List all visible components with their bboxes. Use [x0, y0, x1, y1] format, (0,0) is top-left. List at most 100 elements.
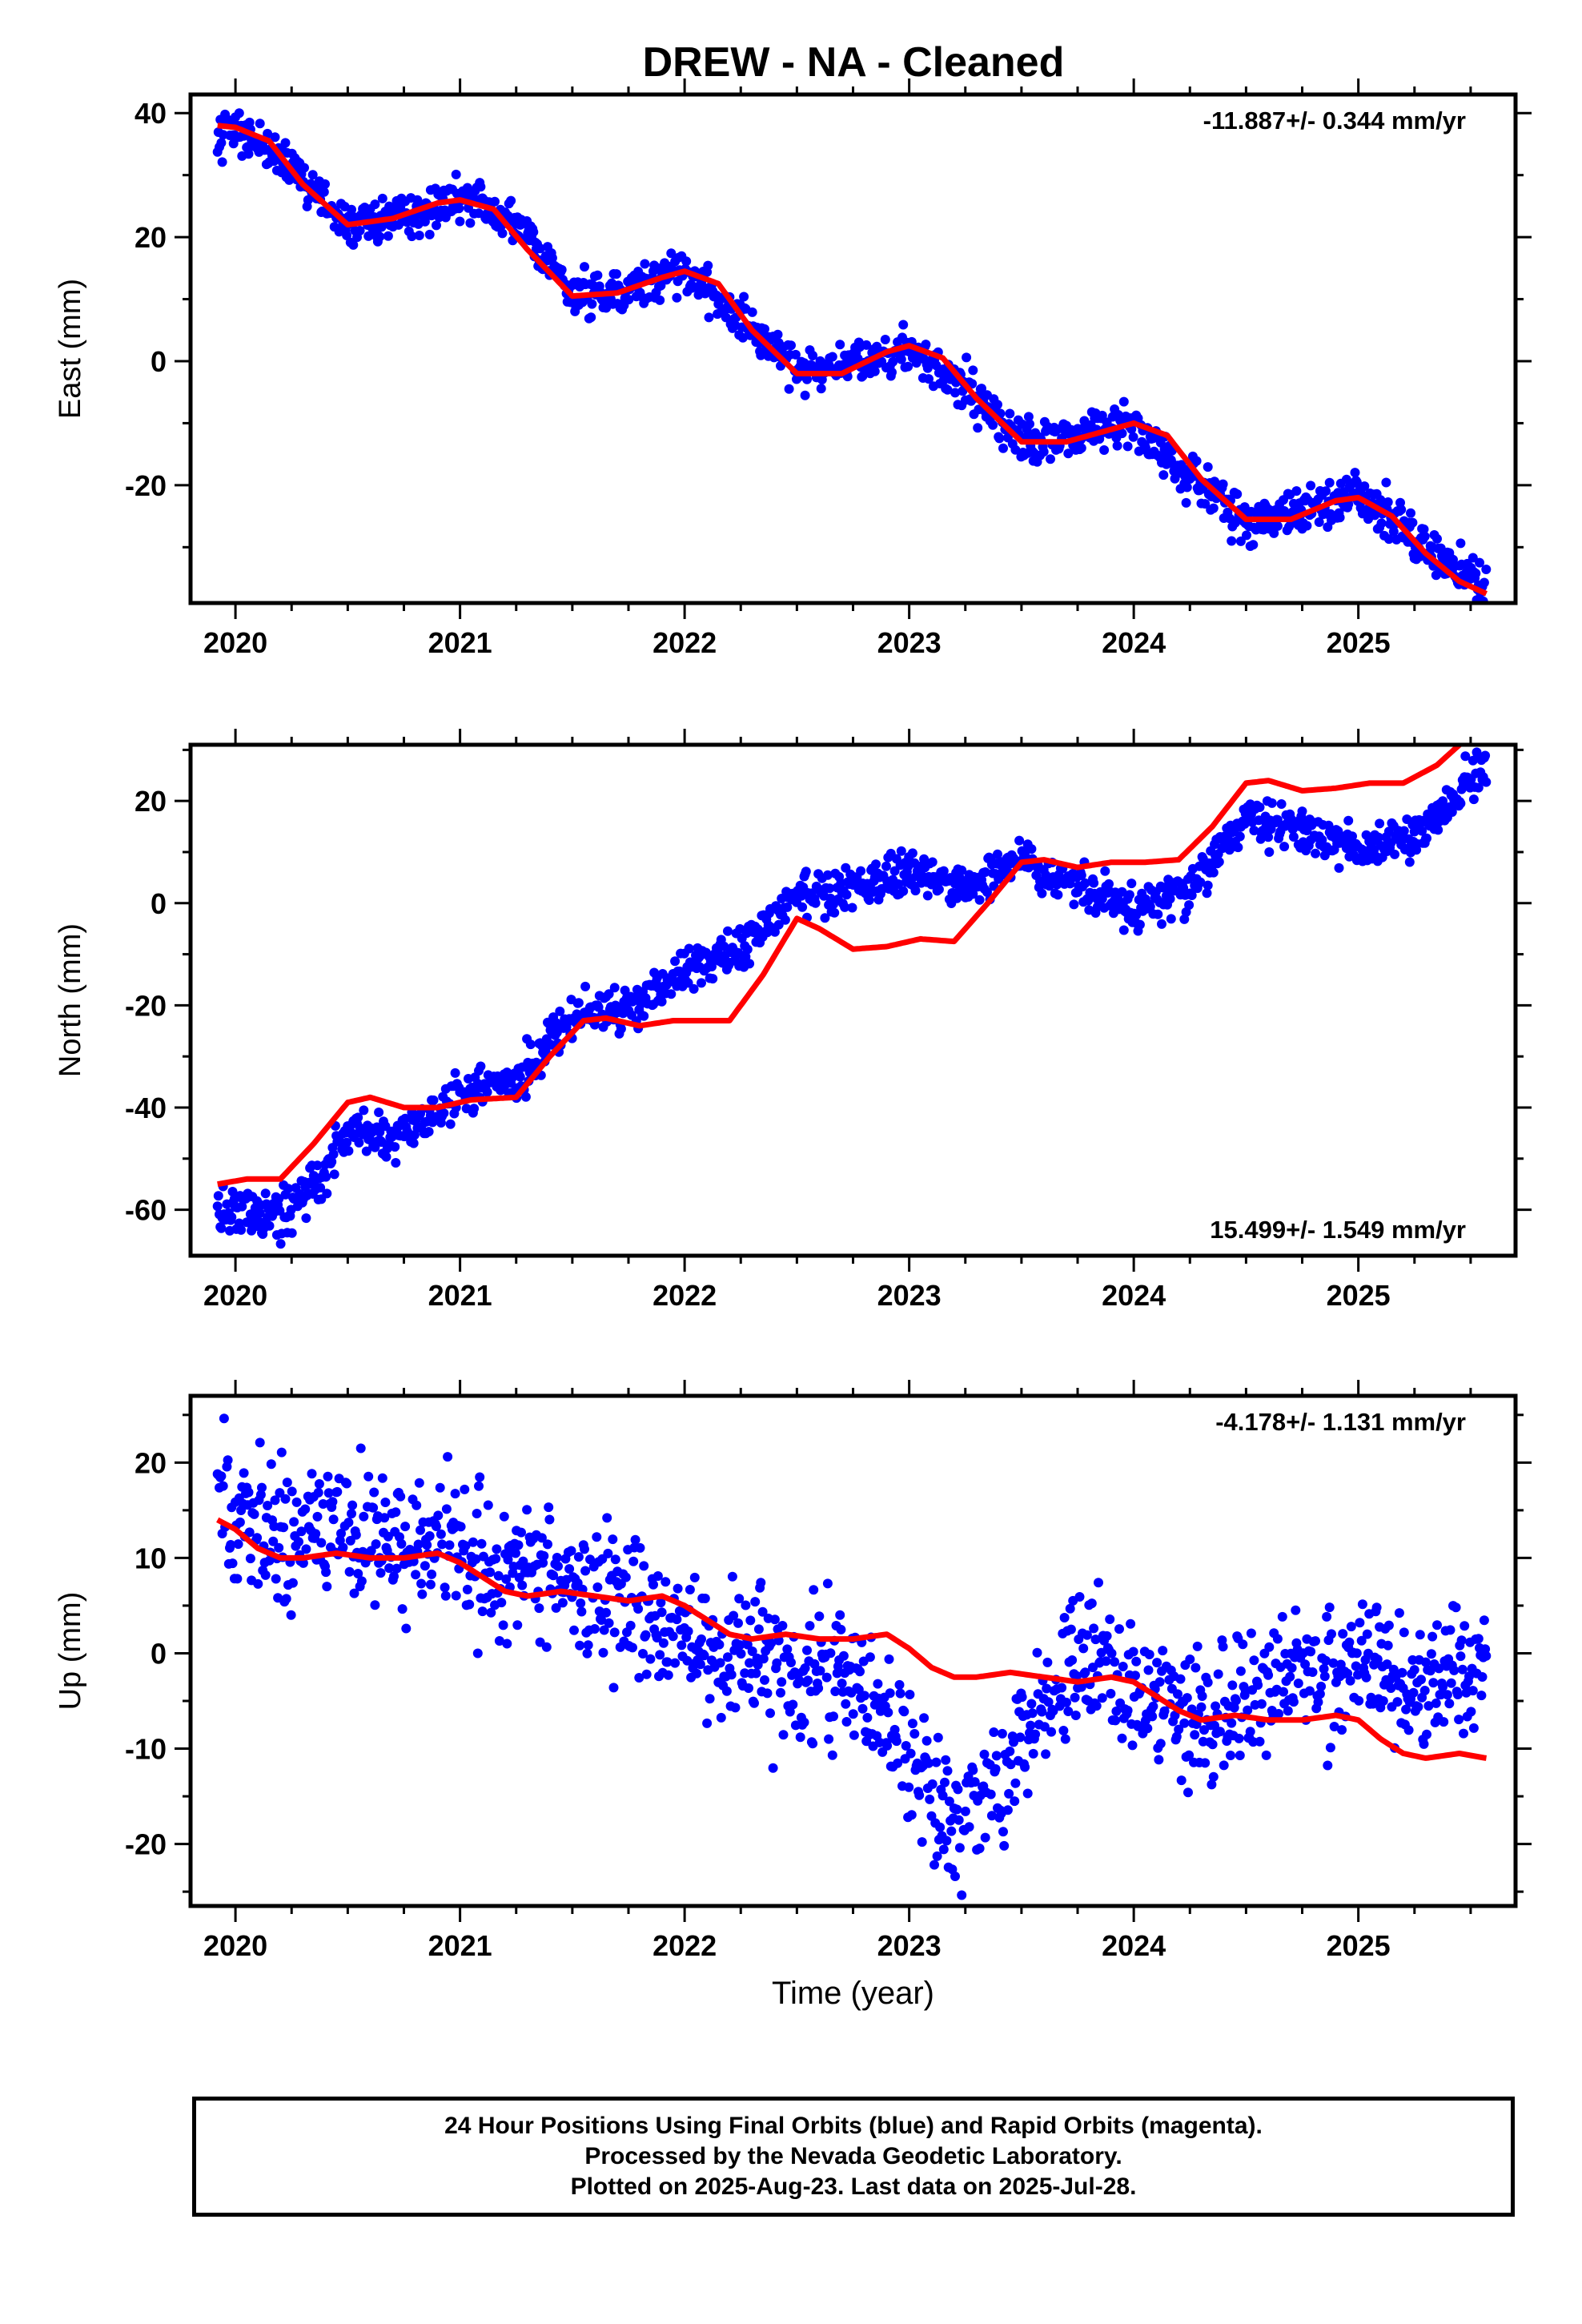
position-points — [212, 108, 1492, 603]
data-point — [954, 1815, 964, 1825]
data-point — [914, 1790, 925, 1800]
velocity-annotation: -11.887+/- 0.344 mm/yr — [1203, 107, 1466, 135]
data-point — [1327, 1629, 1336, 1639]
data-point — [1343, 1668, 1353, 1679]
data-point — [1100, 866, 1110, 876]
data-point — [343, 1518, 354, 1528]
data-point — [1409, 1665, 1419, 1675]
data-point — [715, 1658, 725, 1668]
data-point — [1287, 1663, 1297, 1673]
data-point — [370, 1600, 380, 1610]
data-point — [1291, 486, 1302, 497]
data-point — [342, 1478, 352, 1489]
data-point — [1291, 1605, 1301, 1615]
data-point — [1213, 1669, 1223, 1679]
data-point — [1076, 443, 1086, 453]
data-point — [1359, 481, 1370, 492]
data-point — [547, 253, 557, 263]
data-point — [1316, 1681, 1327, 1691]
data-point — [391, 1507, 401, 1518]
data-point — [1200, 1758, 1211, 1768]
data-point — [1351, 1648, 1362, 1659]
data-point — [1010, 444, 1021, 455]
data-point — [287, 1228, 297, 1238]
data-point — [400, 1522, 411, 1532]
data-point — [778, 1730, 789, 1740]
data-point — [935, 1822, 946, 1832]
data-point — [999, 1840, 1010, 1851]
data-point — [835, 1610, 845, 1620]
data-point — [921, 340, 931, 350]
data-point — [422, 1540, 432, 1550]
data-point — [941, 1755, 951, 1765]
data-point — [1043, 1697, 1054, 1707]
data-point — [1337, 1725, 1347, 1735]
data-point — [683, 1626, 693, 1636]
data-point — [213, 1191, 223, 1201]
data-point — [898, 886, 909, 896]
data-point — [847, 903, 857, 913]
data-point — [993, 849, 1002, 859]
data-point — [964, 1822, 974, 1832]
data-point — [666, 989, 677, 999]
data-point — [1319, 1671, 1330, 1682]
data-point — [1020, 1762, 1030, 1772]
data-point — [389, 1571, 399, 1582]
data-point — [692, 1668, 702, 1679]
data-point — [836, 1624, 846, 1634]
data-point — [1233, 842, 1243, 853]
data-point — [1399, 826, 1409, 836]
x-tick-label: 2022 — [652, 626, 717, 659]
data-point — [1406, 508, 1415, 518]
data-point — [1179, 914, 1190, 924]
data-point — [723, 926, 733, 936]
data-point — [940, 1777, 950, 1787]
data-point — [673, 1583, 683, 1594]
data-point — [384, 1563, 395, 1574]
y-tick-label: -40 — [125, 1092, 167, 1124]
data-point — [942, 1766, 953, 1776]
data-point — [1173, 1689, 1182, 1699]
footer-line-plotted: Plotted on 2025-Aug-23. Last data on 202… — [570, 2173, 1137, 2200]
data-point — [957, 865, 967, 875]
data-point — [670, 1658, 681, 1668]
data-point — [424, 229, 435, 239]
footer-caption-box: 24 Hour Positions Using Final Orbits (bl… — [192, 2097, 1515, 2217]
data-point — [990, 1764, 1001, 1774]
data-point — [624, 295, 634, 305]
data-point — [347, 1509, 356, 1519]
data-point — [656, 996, 667, 1007]
data-point — [1415, 1630, 1425, 1640]
data-point — [881, 861, 891, 871]
data-point — [233, 1539, 243, 1550]
data-point — [1158, 1646, 1168, 1656]
y-axis-label: Up (mm) — [54, 1592, 87, 1711]
data-point — [1382, 1659, 1392, 1670]
data-point — [252, 1533, 263, 1543]
data-point — [1347, 831, 1357, 842]
data-point — [780, 915, 790, 925]
data-point — [520, 1092, 531, 1102]
data-point — [1277, 1611, 1287, 1622]
data-point — [1118, 925, 1129, 935]
data-point — [511, 1548, 520, 1558]
data-point — [757, 1606, 768, 1617]
data-point — [1403, 1725, 1414, 1735]
data-point — [1185, 1655, 1195, 1664]
data-point — [286, 1610, 296, 1620]
data-point — [359, 1511, 369, 1522]
data-point — [1165, 894, 1175, 904]
data-point — [1089, 878, 1099, 888]
data-point — [815, 1666, 825, 1676]
data-point — [1032, 1647, 1042, 1658]
data-point — [1263, 1670, 1274, 1680]
data-point — [553, 1561, 563, 1571]
data-point — [1351, 1661, 1361, 1671]
data-point — [814, 1611, 825, 1622]
data-point — [1473, 782, 1484, 793]
data-point — [1105, 1614, 1115, 1624]
data-point — [730, 1703, 741, 1713]
data-point — [472, 1648, 483, 1659]
data-point — [1354, 1695, 1364, 1706]
x-tick-label: 2025 — [1327, 1929, 1391, 1962]
